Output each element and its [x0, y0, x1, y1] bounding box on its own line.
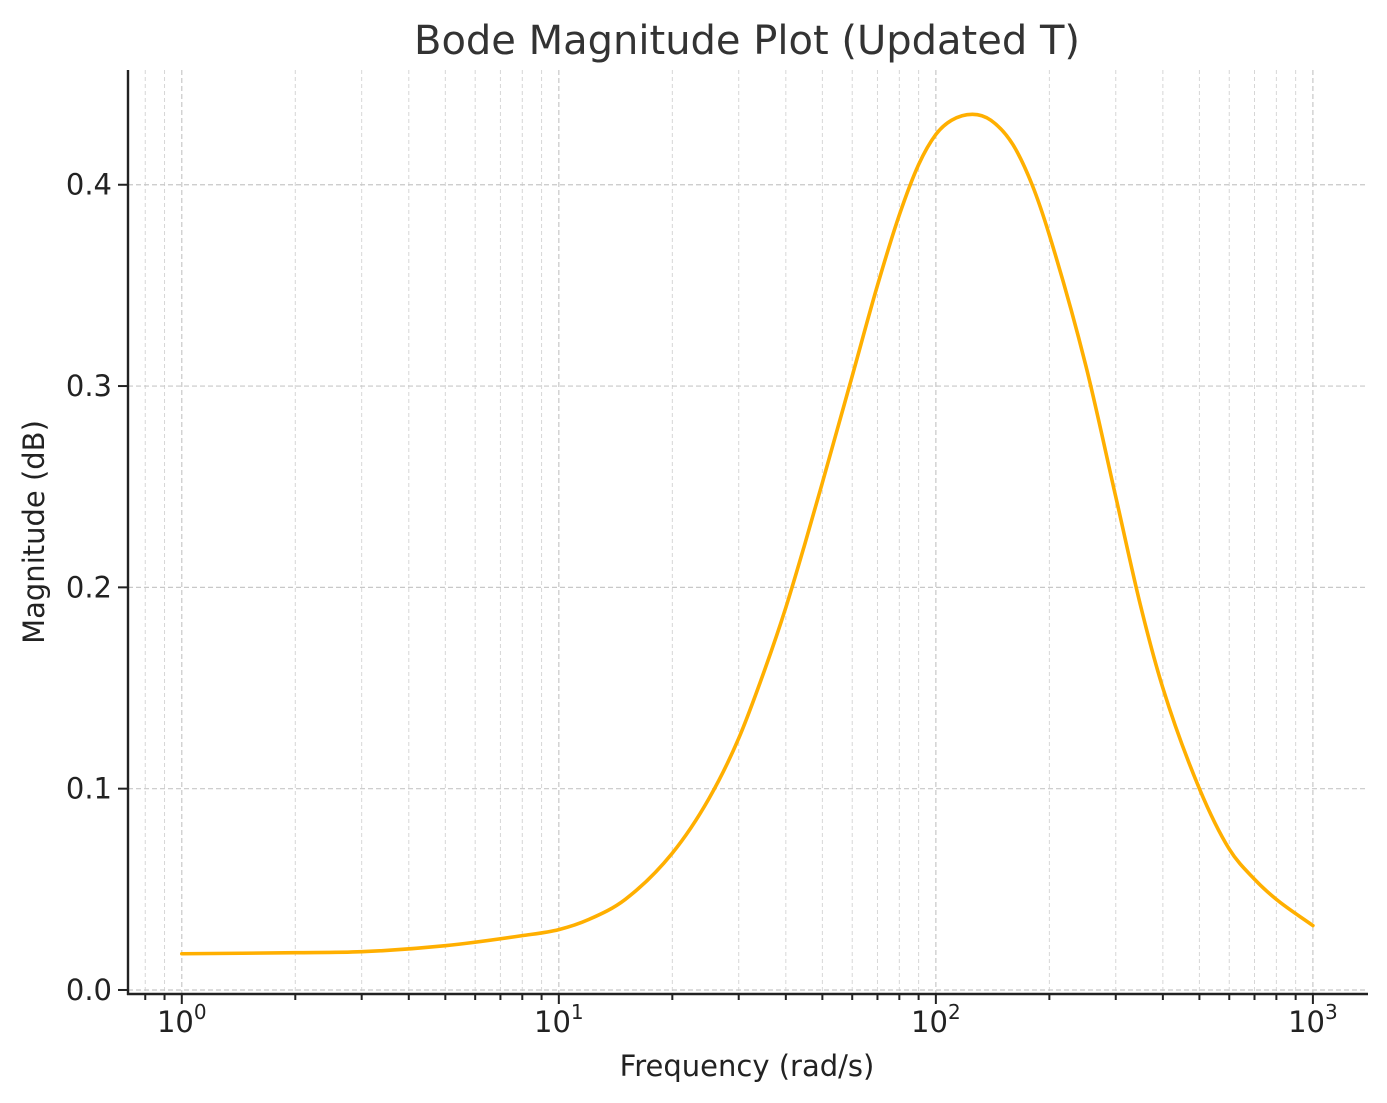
- y-tick-label: 0.4: [66, 168, 112, 202]
- x-tick-label: 101: [534, 1000, 584, 1039]
- chart-title: Bode Magnitude Plot (Updated T): [414, 18, 1080, 64]
- y-tick-label: 0.2: [66, 570, 112, 604]
- y-axis-label: Magnitude (dB): [17, 420, 51, 644]
- axes: [126, 70, 1368, 996]
- x-tick-base: 10: [157, 1005, 194, 1039]
- y-tick-label: 0.3: [66, 369, 112, 403]
- grid: [128, 70, 1368, 994]
- x-tick-label: 103: [1288, 1000, 1338, 1039]
- x-tick-exponent: 2: [948, 1000, 961, 1024]
- x-tick-label: 102: [911, 1000, 961, 1039]
- x-tick-base: 10: [911, 1005, 948, 1039]
- x-tick-base: 10: [534, 1005, 571, 1039]
- x-tick-label: 100: [157, 1000, 207, 1039]
- x-tick-exponent: 0: [194, 1000, 207, 1024]
- series-layer: [179, 112, 1315, 956]
- x-tick-base: 10: [1288, 1005, 1325, 1039]
- magnitude-series-line: [179, 112, 1315, 956]
- x-tick-exponent: 3: [1325, 1000, 1338, 1024]
- y-tick-label: 0.0: [66, 973, 112, 1007]
- y-tick-label: 0.1: [66, 772, 112, 806]
- x-axis-label: Frequency (rad/s): [620, 1049, 875, 1083]
- x-tick-exponent: 1: [571, 1000, 584, 1024]
